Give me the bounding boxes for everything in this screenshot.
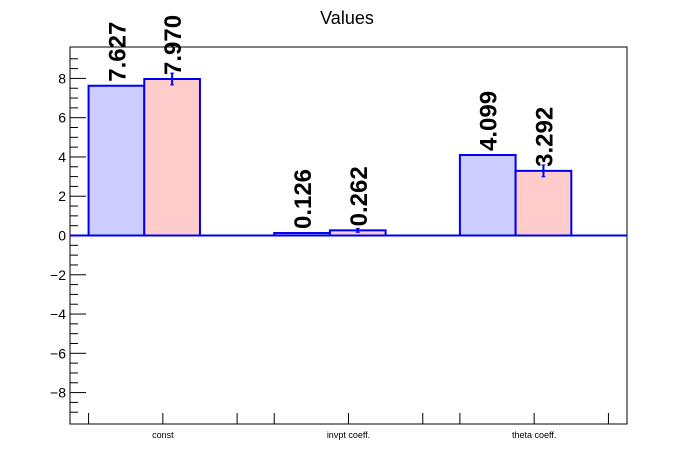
x-category-label: theta coeff.	[512, 430, 556, 440]
bar	[514, 169, 573, 237]
bar-value-label: 0.126	[290, 169, 317, 229]
y-tick-label: 0	[58, 228, 66, 244]
y-tick-label: −6	[50, 345, 66, 361]
y-tick-label: −8	[50, 385, 66, 401]
y-tick-label: 6	[58, 110, 66, 126]
x-axis: const invpt coeff. theta coeff.	[88, 413, 609, 440]
bars-layer	[70, 72, 627, 237]
x-category-label: const	[152, 430, 174, 440]
bar-value-label: 7.970	[160, 15, 187, 75]
bar	[458, 154, 517, 237]
chart-title: Values	[320, 8, 374, 28]
y-tick-label: −2	[50, 267, 66, 283]
x-category-label: invpt coeff.	[327, 430, 370, 440]
bar-value-label: 7.627	[104, 22, 131, 82]
bar-value-label: 4.099	[476, 91, 503, 151]
y-tick-label: −4	[50, 306, 66, 322]
bar	[143, 78, 201, 237]
bar-value-label: 0.262	[346, 166, 373, 226]
y-tick-label: 4	[58, 149, 66, 165]
y-tick-label: 8	[58, 70, 66, 86]
bar-value-label: 3.292	[531, 107, 558, 167]
data-labels-layer: 7.627 0.126 4.099 7.970 0.262 3.292	[104, 15, 558, 229]
y-axis: −8 −6 −4 −2 0 2 4 6 8	[50, 58, 86, 413]
bar	[87, 84, 146, 237]
y-tick-label: 2	[58, 188, 66, 204]
